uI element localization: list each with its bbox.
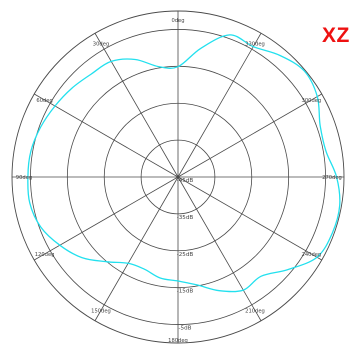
radial-tick-label-0: -45dB: [177, 178, 194, 184]
radial-tick-label-2: -25dB: [177, 252, 194, 258]
spoke-150: [94, 176, 179, 321]
radial-tick-label-3: -15dB: [177, 289, 194, 295]
spoke-210: [177, 176, 262, 321]
spoke-60: [34, 93, 179, 178]
spoke-330: [177, 33, 262, 178]
series-layer: [27, 34, 341, 293]
spoke-240: [177, 176, 322, 261]
radial-tick-label-4: -5dB: [179, 326, 192, 332]
angle-tick-label-120: 120deg: [35, 252, 55, 258]
angle-tick-label-270: 270deg: [322, 175, 342, 181]
angle-tick-label-330: 330deg: [245, 42, 265, 48]
angle-tick-label-240: 240deg: [302, 252, 322, 258]
label-layer: 0deg 30deg 60deg 90deg 120deg 150deg 180deg 210…: [16, 18, 342, 344]
angle-tick-label-300: 300deg: [302, 98, 322, 104]
angle-tick-label-150: 150deg: [91, 308, 111, 314]
angle-tick-label-90: 90deg: [16, 175, 32, 181]
angle-tick-label-210: 210deg: [245, 308, 265, 314]
angle-tick-label-30: 30deg: [93, 42, 109, 48]
angle-tick-label-0: 0deg: [171, 18, 184, 24]
angle-tick-label-60: 60deg: [36, 98, 52, 104]
spoke-120: [34, 176, 179, 261]
plane-label: XZ: [322, 24, 350, 47]
grid-layer: [11, 10, 345, 344]
series-line-0: [27, 34, 341, 293]
spoke-30: [94, 33, 179, 178]
spoke-300: [177, 93, 322, 178]
radial-tick-label-1: -35dB: [177, 215, 194, 221]
angle-tick-label-180: 180deg: [168, 338, 188, 344]
